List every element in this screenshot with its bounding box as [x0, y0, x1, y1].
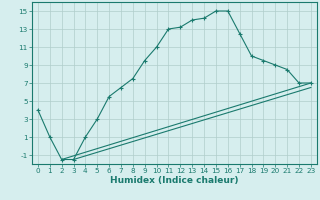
X-axis label: Humidex (Indice chaleur): Humidex (Indice chaleur) — [110, 176, 239, 185]
